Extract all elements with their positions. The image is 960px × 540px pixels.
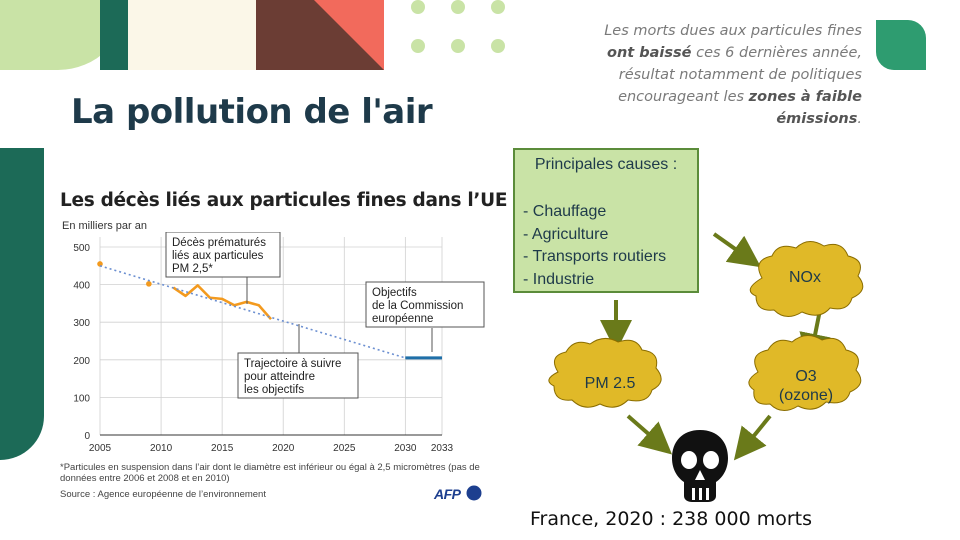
chart-y-tick: 500 xyxy=(73,243,90,254)
series-deaths-point xyxy=(97,261,103,267)
cloud-pm-label: PM 2.5 xyxy=(584,375,636,392)
callout-deaths-box xyxy=(165,232,281,278)
decor-leaf-shape xyxy=(876,20,926,70)
chart-unit-label: En milliers par an xyxy=(62,220,147,232)
causes-box: Principales causes : - Chauffage - Agric… xyxy=(513,148,699,293)
causes-list: - Chauffage - Agriculture - Transports r… xyxy=(523,201,666,291)
chart-x-tick: 2020 xyxy=(272,443,295,454)
cause-item: - Industrie xyxy=(523,270,595,288)
callout-trajectory-box xyxy=(237,352,359,399)
chart-y-tick: 0 xyxy=(84,431,90,442)
cloud-nox xyxy=(749,241,864,317)
callout-objectives-text: Objectifs xyxy=(372,287,417,299)
callout-objectives-box xyxy=(365,281,485,328)
quote-line: Les morts dues aux particules fines xyxy=(604,23,862,39)
callout-objectives-text: de la Commission xyxy=(372,300,463,312)
decor-dot xyxy=(411,39,425,53)
cause-item: - Chauffage xyxy=(523,203,607,220)
arrow-pm-to-skull xyxy=(626,414,673,455)
callout-trajectory-text: les objectifs xyxy=(244,384,304,396)
series-deaths-point xyxy=(146,281,152,287)
cloud-o3-line2: (ozone) xyxy=(778,387,834,404)
callout-deaths-text: PM 2,5* xyxy=(172,263,213,275)
decor-dot xyxy=(411,0,425,14)
chart-x-tick: 2015 xyxy=(211,443,234,454)
decor-cream-panel xyxy=(128,0,256,70)
chart-x-tick: 2025 xyxy=(333,443,356,454)
decor-side-shape xyxy=(0,148,44,460)
cause-item: - Transports routiers xyxy=(523,248,667,265)
afp-logo-text: AFP xyxy=(434,486,461,502)
callout-trajectory-text: pour atteindre xyxy=(244,371,315,383)
quote-line: résultat notamment de politiques xyxy=(618,67,862,83)
chart-y-tick: 100 xyxy=(73,393,90,404)
summary-quote: Les morts dues aux particules fines ont … xyxy=(560,20,862,130)
chart-plot: 0 100 200 300 400 500 2005 2010 2015 2020 2025 2030… xyxy=(73,232,485,454)
callout-objectives-text: européenne xyxy=(372,313,433,325)
decor-teal-block xyxy=(100,0,128,70)
chart-footnote: *Particules en suspension dans l’air don… xyxy=(60,462,480,484)
series-deaths-line xyxy=(172,284,272,321)
quote-line: . xyxy=(857,111,862,127)
chart-y-tick: 300 xyxy=(73,318,90,329)
decor-dot xyxy=(451,39,465,53)
chart-x-tick: 2030 xyxy=(394,443,417,454)
callout-trajectory-text: Trajectoire à suivre xyxy=(244,358,341,370)
cloud-o3 xyxy=(748,335,862,411)
chart-x-tick: 2010 xyxy=(150,443,173,454)
afp-logo-dot xyxy=(466,485,482,501)
decor-dot xyxy=(491,0,505,14)
decor-brown-panel xyxy=(256,0,384,70)
skull-icon xyxy=(672,430,728,502)
arrow-to-nox xyxy=(712,232,762,268)
chart-y-tick: 200 xyxy=(73,356,90,367)
causes-title: Principales causes : xyxy=(534,156,678,173)
decor-dot xyxy=(451,0,465,14)
chart-title: Les décès liés aux particules fines dans… xyxy=(60,190,508,211)
cloud-o3-line1: O3 xyxy=(795,368,817,385)
cloud-pm xyxy=(548,338,662,408)
callout-deaths-text: liés aux particules xyxy=(172,250,264,262)
france-deaths-summary: France, 2020 : 238 000 morts xyxy=(530,508,812,530)
chart-y-tick: 400 xyxy=(73,281,90,292)
cloud-nox-label: NOx xyxy=(789,269,821,286)
series-trajectory-line xyxy=(99,265,406,359)
chart-x-tick: 2005 xyxy=(89,443,112,454)
flow-diagram xyxy=(548,232,864,502)
cause-item: - Agriculture xyxy=(523,225,609,243)
chart-source: Source : Agence européenne de l’environn… xyxy=(60,489,266,500)
page-title: La pollution de l'air xyxy=(71,92,433,132)
quote-line: encourageant les xyxy=(618,89,749,105)
decor-dot xyxy=(491,39,505,53)
callout-deaths-text: Décès prématurés xyxy=(172,237,266,249)
quote-bold: émissions xyxy=(776,111,858,127)
chart-x-tick: 2033 xyxy=(431,443,454,454)
quote-line: ces 6 dernières année, xyxy=(691,45,862,61)
quote-bold: ont baissé xyxy=(607,45,692,61)
cloud-o3-label: O3 (ozone) xyxy=(770,367,842,405)
arrow-o3-to-skull xyxy=(733,414,772,461)
decor-coral-triangle xyxy=(314,0,384,70)
afp-logo: AFP xyxy=(434,484,482,502)
quote-bold: zones à faible xyxy=(748,89,862,105)
